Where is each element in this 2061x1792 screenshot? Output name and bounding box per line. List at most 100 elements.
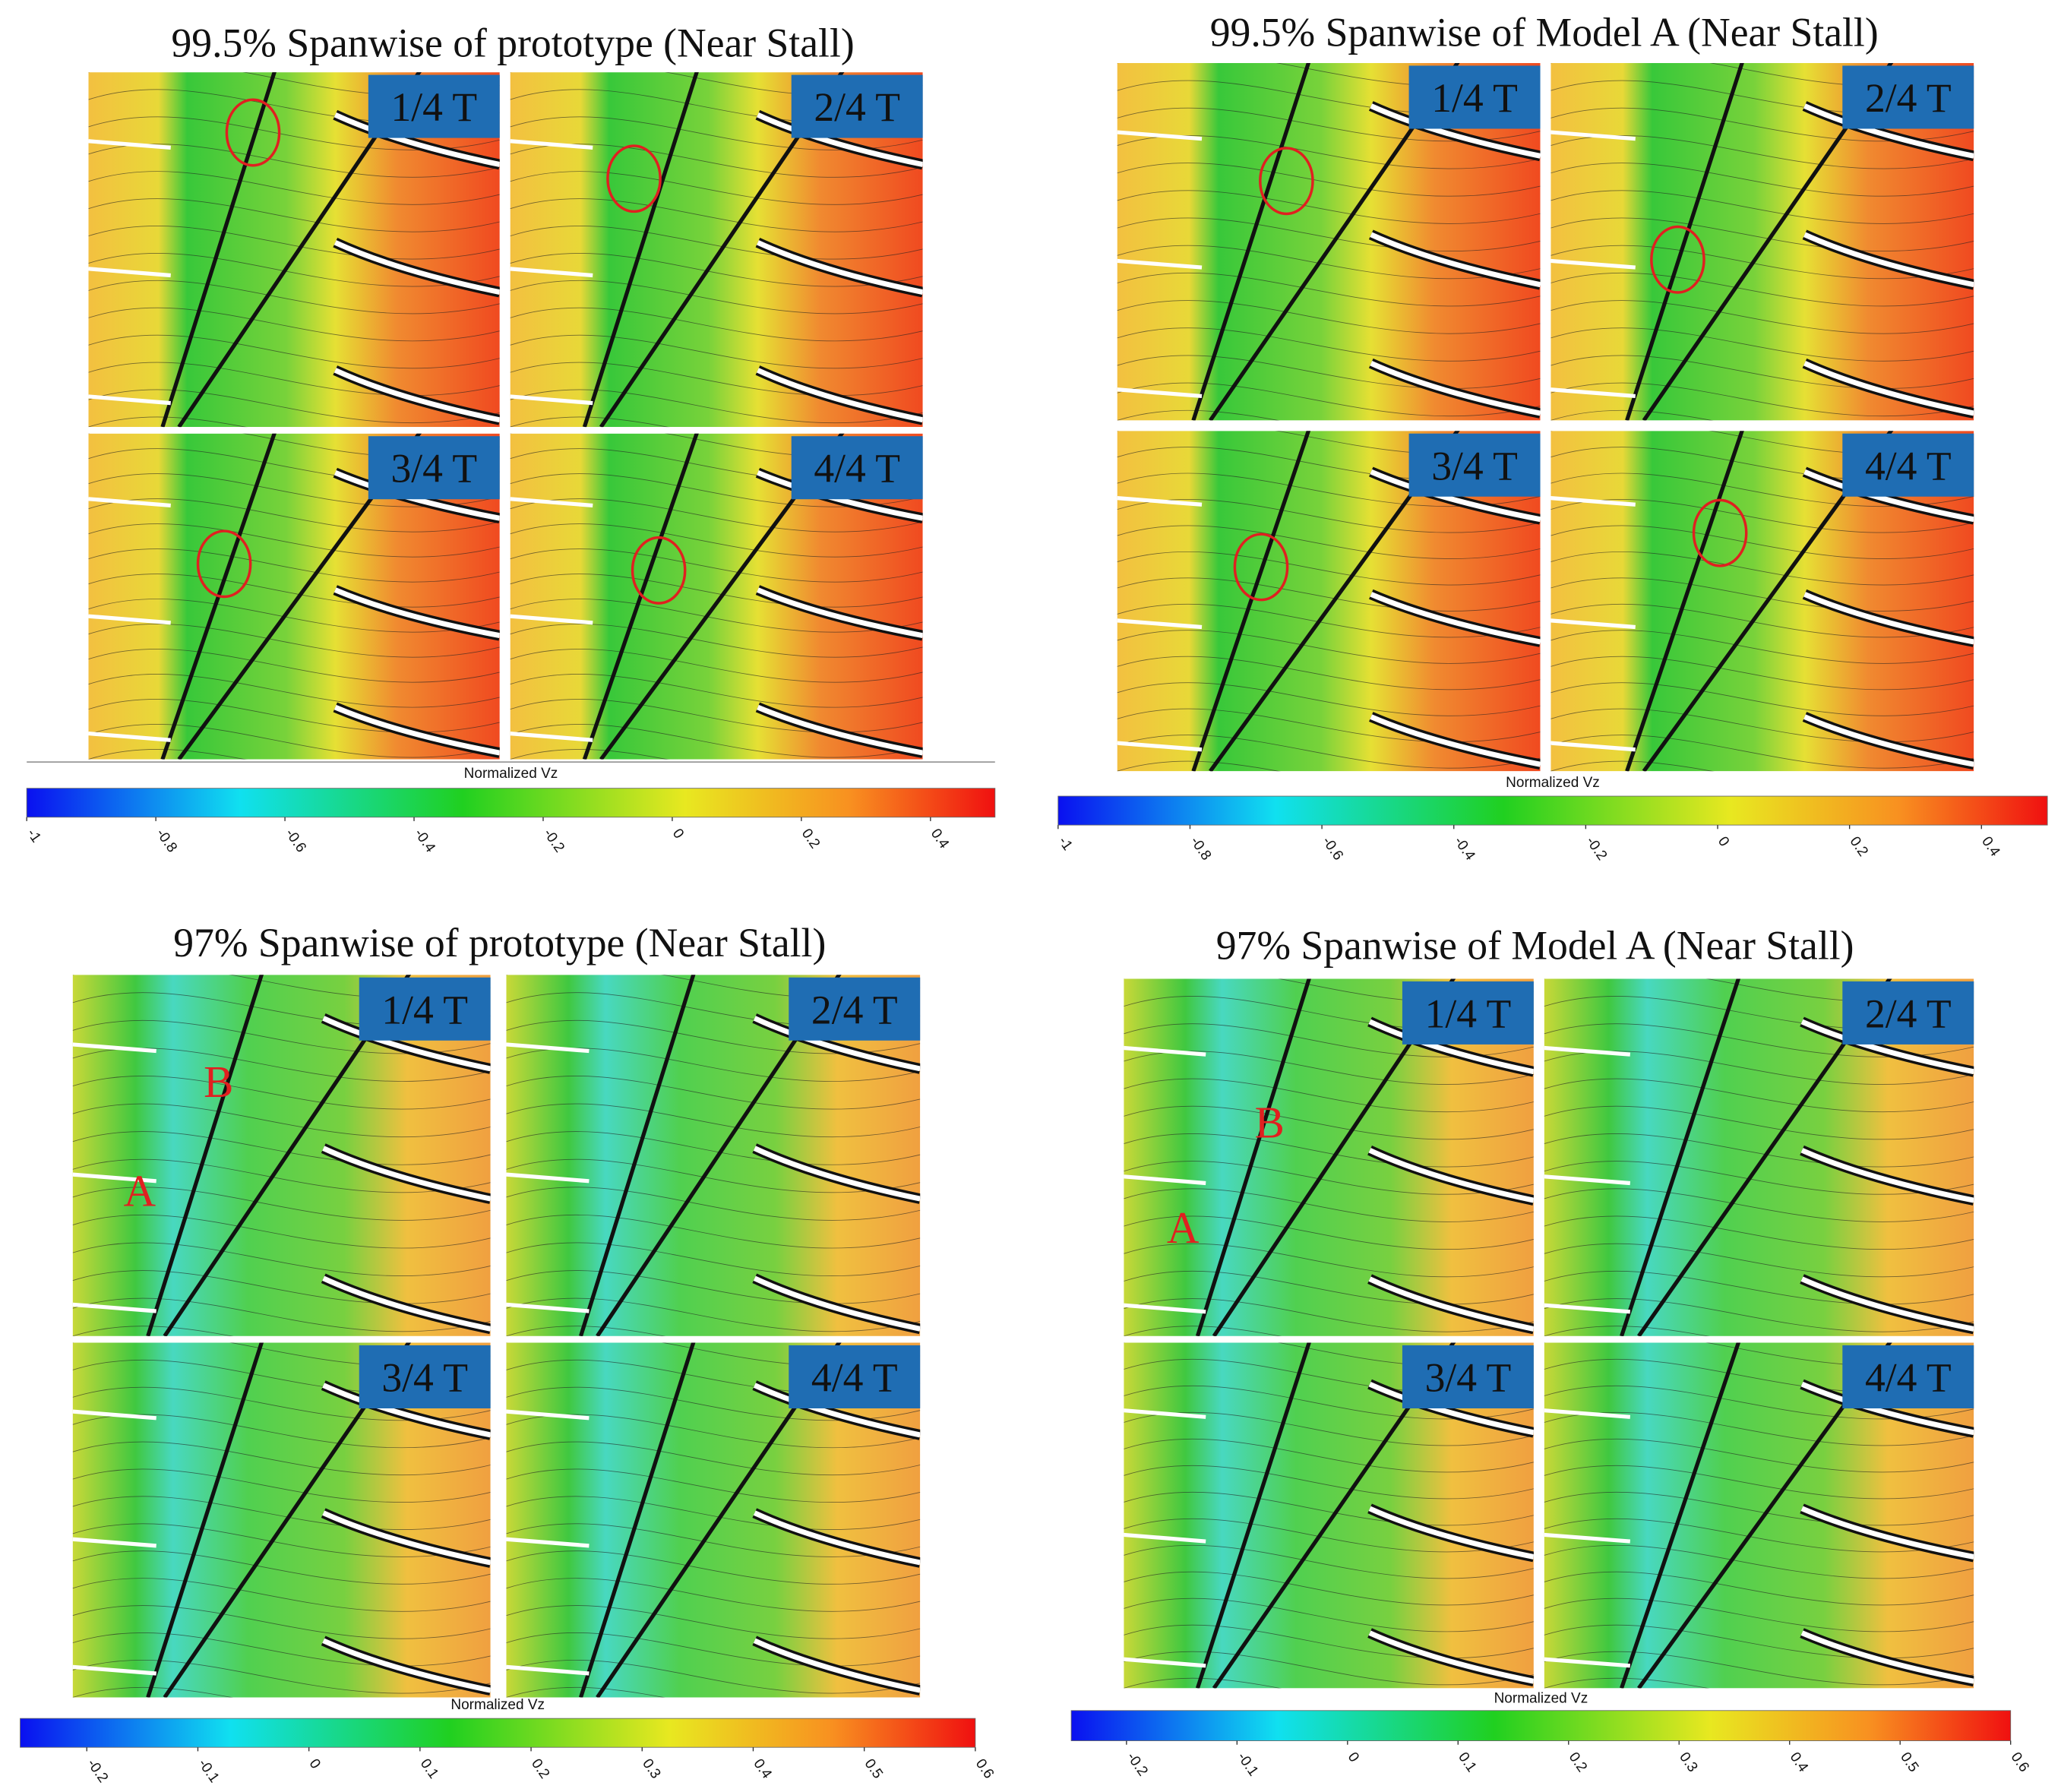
colorbar-tick-label: 0	[1715, 834, 1732, 850]
contour-line	[1117, 551, 1541, 586]
rotor-blade	[757, 112, 923, 167]
contour-line	[72, 1076, 491, 1110]
contour-line	[1124, 1105, 1534, 1140]
stub	[506, 1302, 590, 1313]
stub	[72, 1302, 156, 1313]
contour-line	[88, 307, 500, 342]
blade	[1212, 1342, 1456, 1689]
rotor-blade	[1370, 714, 1541, 767]
contour-line	[1117, 760, 1280, 772]
colorbar-tick-label: 0.1	[417, 1756, 441, 1782]
contour-line	[1550, 382, 1974, 417]
contour-line	[72, 1468, 491, 1503]
highlight-circle	[606, 144, 662, 213]
contour-line	[1544, 1438, 1974, 1473]
contour-line	[72, 1297, 491, 1332]
contour-line	[1117, 499, 1541, 533]
rotor-blade	[1370, 361, 1541, 416]
contour-line	[1550, 630, 1974, 664]
colorbar	[1057, 795, 2048, 826]
colorbar-tick-label: 0.2	[1847, 834, 1871, 860]
contour-line	[1117, 217, 1541, 252]
contour-line	[88, 334, 500, 369]
blade	[1212, 978, 1456, 1336]
contour-line	[506, 1076, 921, 1110]
contour-line	[1544, 1298, 1974, 1332]
contour-line	[510, 280, 923, 314]
contour-line	[1544, 1544, 1974, 1579]
colorbar-tick-label: -0.6	[282, 826, 309, 855]
time-label-box	[1842, 65, 1974, 129]
colorbar-tick-label: 0.6	[972, 1756, 997, 1782]
contour-line	[1544, 1465, 1974, 1500]
time-label: 2/4 T	[1865, 75, 1952, 121]
contour-line	[1550, 409, 1714, 421]
contour-line	[1124, 1243, 1534, 1278]
colorbar-tick-label: -1	[1055, 834, 1076, 854]
contour-line	[510, 674, 923, 708]
rotor-blade	[1800, 1381, 1974, 1436]
contour-line	[1124, 1078, 1534, 1113]
time-label: 1/4 T	[1425, 991, 1512, 1036]
contour-line	[506, 1297, 921, 1332]
contour-line	[1544, 1270, 1974, 1305]
contour-line	[1544, 1624, 1974, 1659]
colorbar-tick-label: 0.4	[1978, 834, 2003, 860]
blade	[582, 72, 699, 428]
contour-line	[88, 699, 500, 733]
contour-line	[1117, 630, 1541, 664]
stub	[1117, 387, 1203, 398]
blade	[599, 433, 845, 760]
colorbar-tick-label: 0.2	[528, 1756, 552, 1782]
contour-line	[1550, 656, 1974, 691]
stub	[510, 732, 593, 742]
contour-line	[1117, 409, 1280, 421]
contour-line	[72, 1632, 491, 1667]
rotor-blade	[753, 1510, 921, 1566]
contour-line	[1124, 1544, 1534, 1579]
rotor-blade	[753, 1146, 921, 1202]
rotor-blade	[1803, 592, 1974, 645]
colorbar-tick-label: 0	[1345, 1749, 1362, 1765]
contour-line	[510, 171, 923, 205]
stub	[510, 267, 593, 278]
stub	[1124, 1045, 1206, 1057]
colorbar-tick-label: -0.4	[1451, 834, 1478, 864]
contour-line	[1124, 1624, 1534, 1659]
stub	[1550, 741, 1636, 752]
stub	[72, 1664, 156, 1676]
rotor-blade	[1803, 714, 1974, 767]
time-label-box	[1842, 433, 1974, 497]
contour-line	[88, 280, 500, 314]
blade	[160, 72, 277, 428]
rotor-blade	[1803, 361, 1974, 416]
stub	[1550, 130, 1636, 141]
time-label: 1/4 T	[1431, 75, 1518, 121]
blade	[582, 433, 699, 760]
contour-line	[88, 624, 500, 658]
stub	[1550, 258, 1636, 270]
time-label: 2/4 T	[814, 84, 900, 130]
time-label: 3/4 T	[1425, 1355, 1512, 1401]
stub	[1544, 1045, 1631, 1057]
contour-line	[72, 1496, 491, 1530]
contour-line	[506, 1187, 921, 1221]
blade	[1191, 63, 1311, 421]
blade	[1195, 1342, 1311, 1689]
contour-line	[1544, 1677, 1710, 1689]
contour-line	[510, 599, 923, 633]
contour-line	[1124, 1465, 1534, 1500]
blade	[1209, 63, 1460, 421]
contour-line	[506, 1103, 921, 1138]
time-label: 1/4 T	[390, 84, 477, 130]
contour-line	[72, 1550, 491, 1585]
contour-line	[1117, 190, 1541, 224]
colorbar-tick-label: 0.4	[928, 826, 953, 852]
contour-line	[88, 574, 500, 608]
stub	[72, 1537, 156, 1548]
rotor-blade	[333, 112, 500, 167]
time-label: 2/4 T	[1865, 991, 1952, 1036]
contour-line	[1124, 1598, 1534, 1632]
colorbar-tick-label: 0	[306, 1756, 324, 1772]
